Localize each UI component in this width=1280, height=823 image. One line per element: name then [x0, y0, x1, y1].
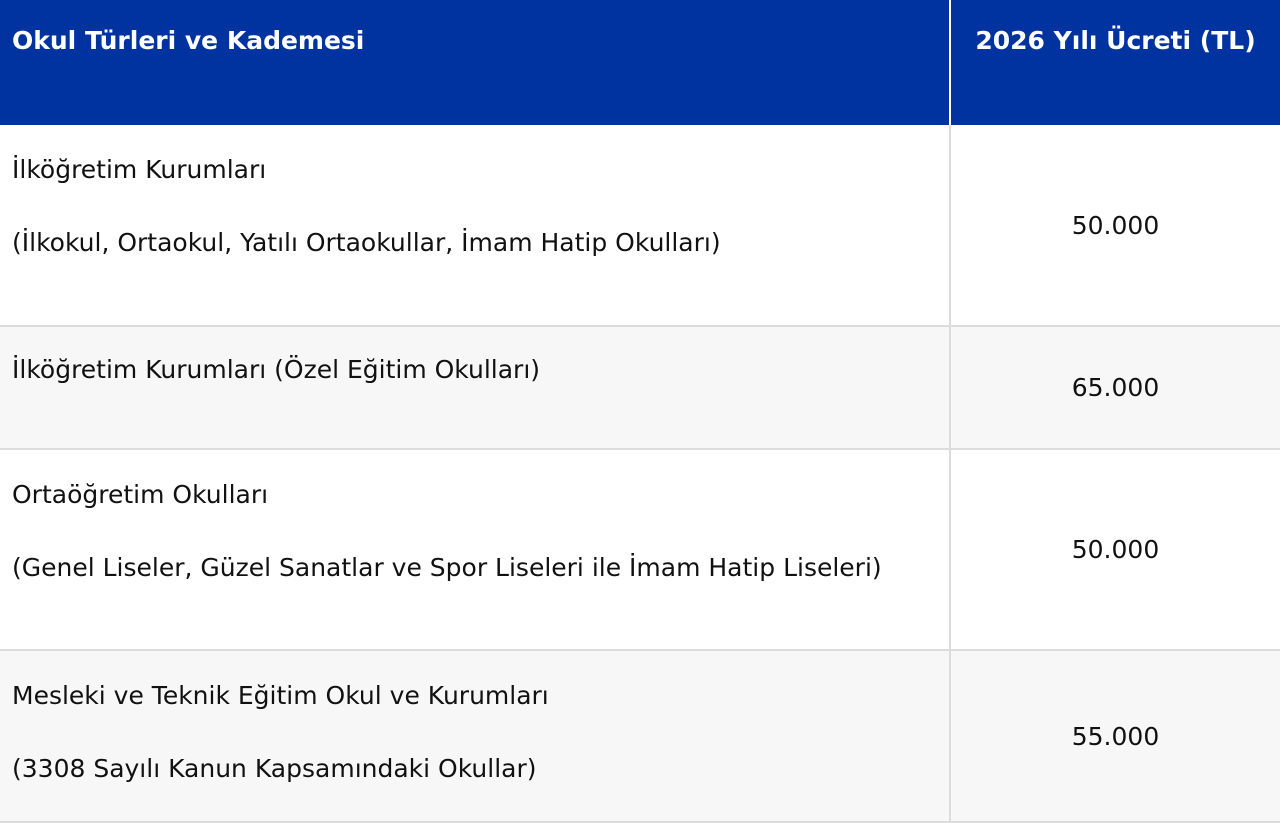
school-type-title: İlköğretim Kurumları [12, 155, 267, 184]
fee-cell: 65.000 [950, 326, 1280, 450]
school-type-title: Ortaöğretim Okulları [12, 480, 269, 509]
table-row: İlköğretim Kurumları (İlkokul, Ortaokul,… [0, 125, 1280, 327]
table-row: İlköğretim Kurumları (Özel Eğitim Okulla… [0, 326, 1280, 450]
header-fee: 2026 Yılı Ücreti (TL) [950, 0, 1280, 125]
table-row: Ortaöğretim Okulları (Genel Liseler, Güz… [0, 449, 1280, 651]
fee-cell: 50.000 [950, 449, 1280, 651]
school-type-title: Mesleki ve Teknik Eğitim Okul ve Kurumla… [12, 681, 549, 710]
school-type-cell: Ortaöğretim Okulları (Genel Liseler, Güz… [0, 449, 951, 651]
school-type-cell: İlköğretim Kurumları (İlkokul, Ortaokul,… [0, 125, 951, 327]
school-type-cell: Mesleki ve Teknik Eğitim Okul ve Kurumla… [0, 650, 951, 823]
school-type-detail: (3308 Sayılı Kanun Kapsamındaki Okullar) [12, 754, 537, 783]
table-row: Mesleki ve Teknik Eğitim Okul ve Kurumla… [0, 650, 1280, 823]
fee-cell: 55.000 [950, 650, 1280, 823]
school-type-detail: (Genel Liseler, Güzel Sanatlar ve Spor L… [12, 553, 882, 582]
fee-cell: 50.000 [950, 125, 1280, 327]
school-type-cell: İlköğretim Kurumları (Özel Eğitim Okulla… [0, 326, 951, 450]
header-row: Okul Türleri ve Kademesi 2026 Yılı Ücret… [0, 0, 1280, 125]
school-type-detail: (İlkokul, Ortaokul, Yatılı Ortaokullar, … [12, 228, 721, 257]
header-school-type: Okul Türleri ve Kademesi [0, 0, 951, 125]
school-type-title: İlköğretim Kurumları (Özel Eğitim Okulla… [12, 355, 541, 384]
